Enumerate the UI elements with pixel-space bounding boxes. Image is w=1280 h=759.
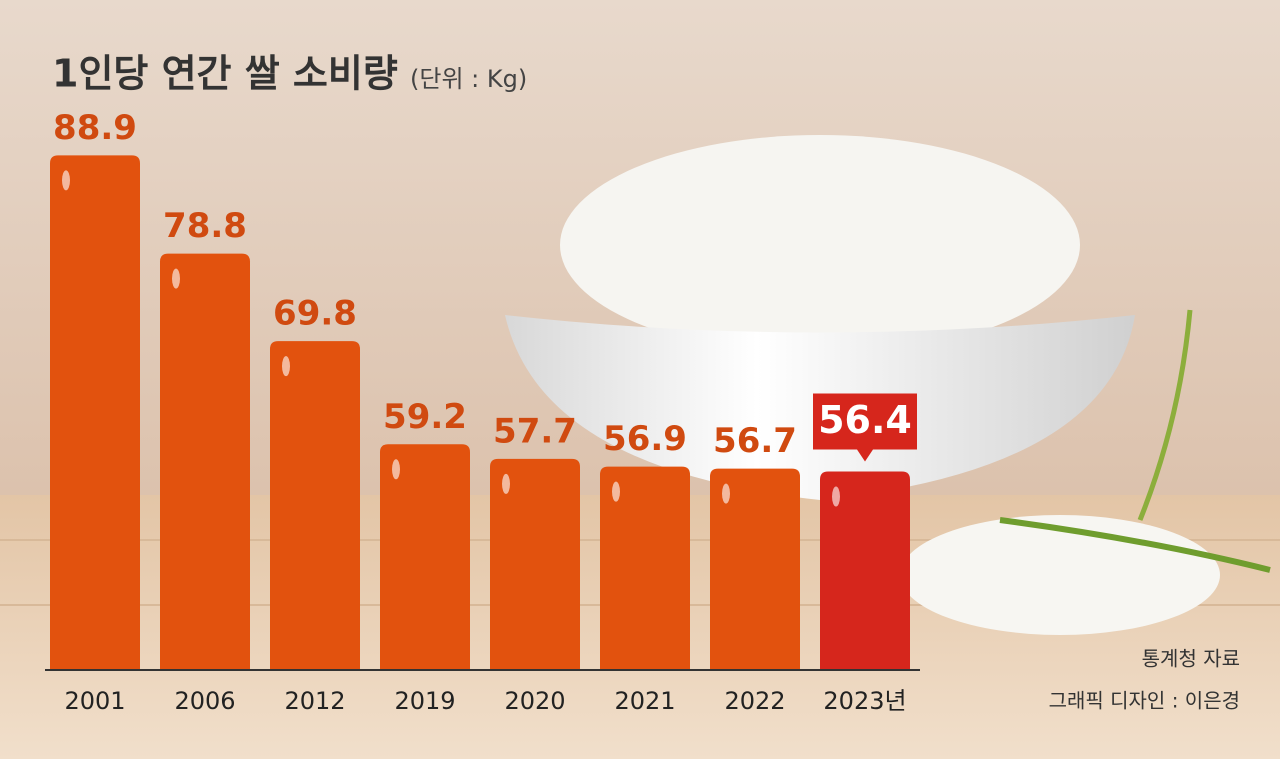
bar-highlight	[172, 268, 180, 289]
x-tick-label: 2019	[394, 687, 455, 715]
value-label: 56.9	[603, 419, 687, 459]
bar	[600, 466, 690, 670]
bar	[710, 468, 800, 670]
rice-pile	[900, 515, 1220, 635]
bar-highlight	[282, 356, 290, 377]
rice-leaf	[999, 517, 1271, 573]
bar-highlight	[832, 486, 840, 507]
x-tick-label: 2001	[64, 687, 125, 715]
bar-highlight	[62, 170, 70, 191]
chart-subtitle: (단위 : Kg)	[410, 65, 527, 93]
value-label: 56.4	[818, 398, 912, 442]
x-tick-label: 2012	[284, 687, 345, 715]
bar-highlight	[392, 459, 400, 480]
value-label: 56.7	[713, 421, 797, 461]
x-tick-label: 2006	[174, 687, 235, 715]
x-tick-label: 2020	[504, 687, 565, 715]
credit: 그래픽 디자인 : 이은경	[1049, 689, 1240, 713]
chart-title: 1인당 연간 쌀 소비량	[52, 52, 398, 96]
rice-stalk	[1137, 309, 1193, 521]
bar	[490, 458, 580, 670]
x-tick-label: 2021	[614, 687, 675, 715]
rice-mound	[560, 135, 1080, 355]
bar-highlight	[612, 481, 620, 502]
x-tick-label: 2022	[724, 687, 785, 715]
bar-highlight	[502, 473, 510, 494]
value-label: 78.8	[163, 206, 247, 246]
value-label: 88.9	[53, 108, 137, 148]
value-label: 57.7	[493, 411, 577, 451]
bar	[160, 253, 250, 670]
callout-box	[813, 393, 917, 462]
source: 통계청 자료	[1142, 647, 1240, 671]
bar	[270, 341, 360, 670]
bar	[380, 444, 470, 670]
bar	[50, 155, 140, 670]
x-tick-label: 2023년	[823, 687, 906, 715]
value-label: 59.2	[383, 397, 467, 437]
value-label: 69.8	[273, 294, 357, 334]
bar	[820, 471, 910, 670]
bar-highlight	[722, 483, 730, 504]
